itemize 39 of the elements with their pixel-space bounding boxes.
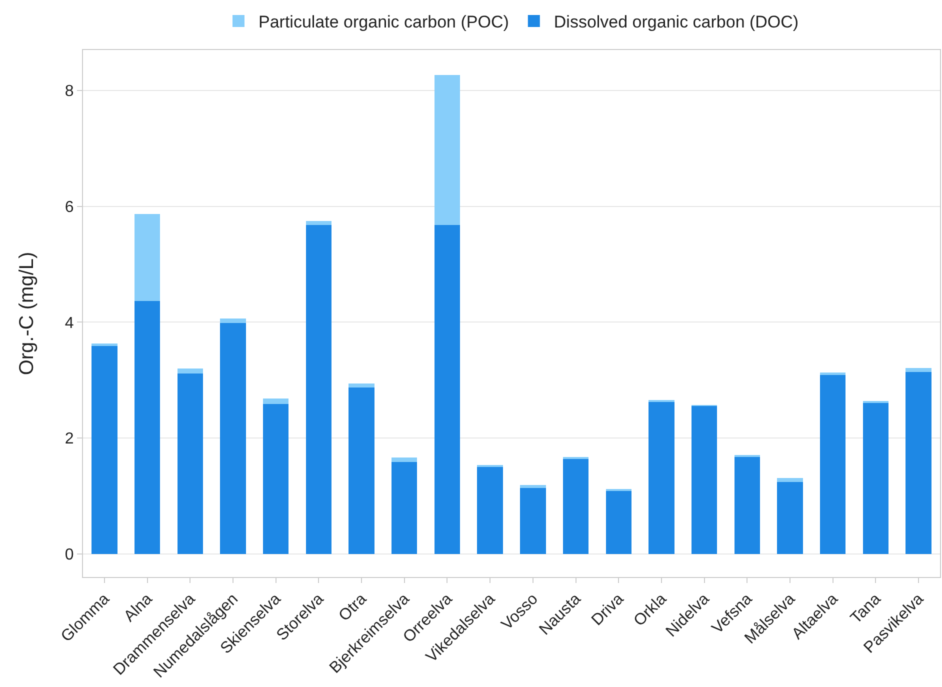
bar — [306, 224, 332, 554]
bar — [691, 406, 718, 554]
y-tick-label: 0 — [64, 546, 74, 564]
bar — [177, 374, 203, 554]
bar — [177, 368, 203, 374]
bar — [392, 458, 418, 462]
y-tick-label: 4 — [64, 314, 74, 332]
bar — [820, 374, 846, 554]
bar — [562, 458, 589, 554]
bar — [220, 322, 246, 554]
y-tick-label: 6 — [64, 198, 74, 216]
bar — [862, 402, 889, 554]
bar — [348, 388, 374, 554]
bar — [520, 488, 546, 554]
y-tick-label: 8 — [64, 83, 74, 100]
bar — [520, 484, 546, 488]
bar — [434, 74, 460, 225]
bar — [348, 384, 374, 388]
bar — [777, 478, 803, 482]
bar — [392, 462, 418, 554]
bar — [606, 490, 632, 554]
bar — [306, 220, 332, 225]
bar — [734, 456, 760, 554]
bar — [262, 404, 289, 554]
bar — [777, 482, 803, 554]
bar — [262, 398, 289, 404]
bar — [434, 224, 460, 554]
y-axis-title: Org.-C (mg/L) — [16, 252, 38, 376]
bar — [220, 318, 246, 323]
bar — [92, 346, 118, 554]
bar — [134, 300, 160, 554]
bar — [906, 372, 932, 554]
legend-label: Dissolved organic carbon (DOC) — [554, 12, 799, 32]
legend-label: Particulate organic carbon (POC) — [258, 12, 509, 32]
bar — [906, 368, 932, 372]
y-tick-label: 2 — [64, 430, 74, 448]
bar — [648, 402, 674, 554]
bar — [477, 466, 503, 554]
bar — [134, 214, 160, 301]
